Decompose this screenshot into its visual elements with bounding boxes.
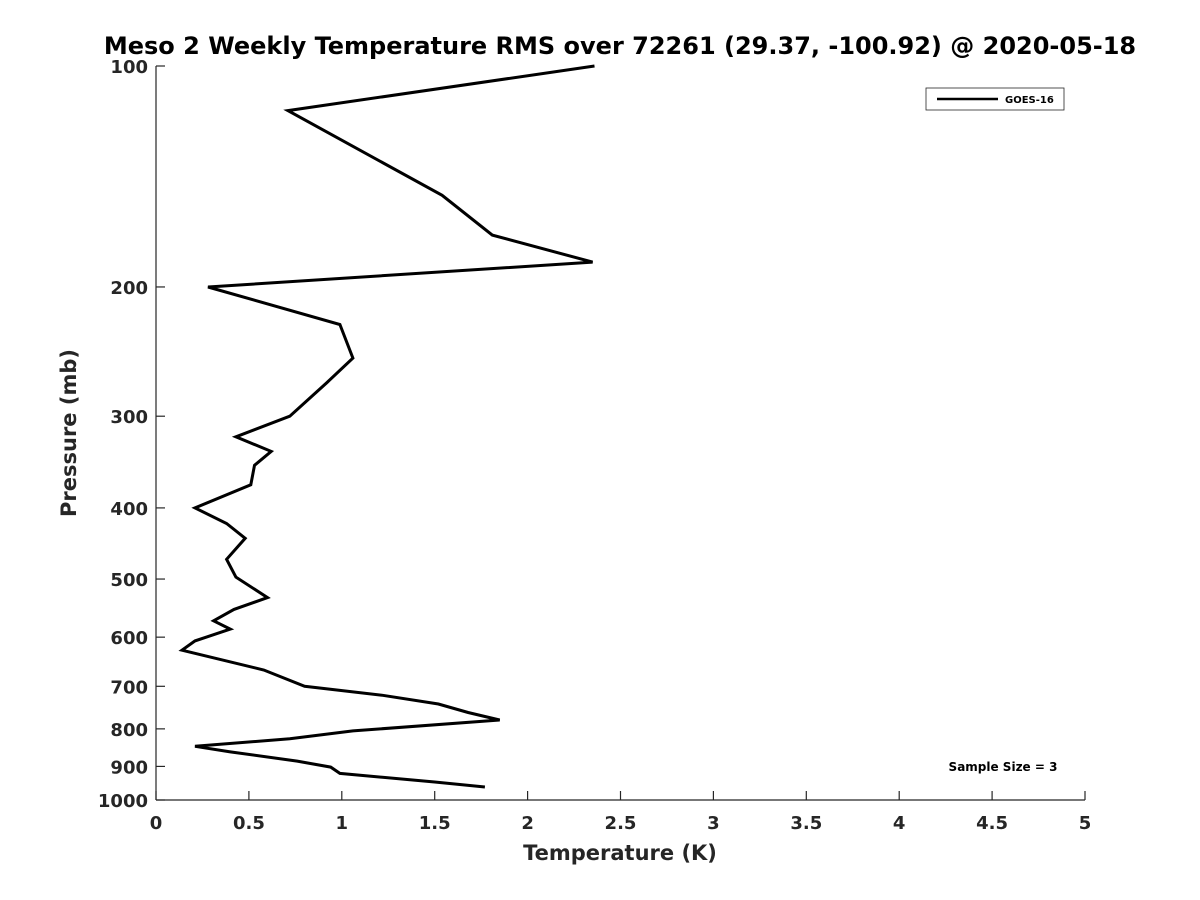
- y-axis-label: Pressure (mb): [57, 349, 81, 517]
- y-tick-label: 300: [110, 407, 148, 428]
- y-tick-label: 600: [110, 628, 148, 649]
- y-tick-label: 700: [110, 677, 148, 698]
- x-tick-label: 1: [336, 813, 349, 834]
- x-tick-label: 3: [707, 813, 720, 834]
- legend-label-goes-16: GOES-16: [1005, 95, 1054, 106]
- y-tick-label: 200: [110, 278, 148, 299]
- series-line-goes-16: [178, 64, 595, 789]
- y-tick-label: 800: [110, 720, 148, 741]
- x-ticks: 0 0.5 1 1.5 2 2.5 3 3.5 4 4.5 5: [150, 791, 1092, 834]
- x-tick-label: 3.5: [790, 813, 822, 834]
- x-tick-label: 2.5: [605, 813, 637, 834]
- y-ticks: 100 200 300 400 500 600 700 800 900 1000: [98, 57, 165, 812]
- x-tick-label: 1.5: [419, 813, 451, 834]
- x-tick-label: 5: [1079, 813, 1092, 834]
- legend: GOES-16: [925, 87, 1065, 111]
- y-tick-label: 900: [110, 757, 148, 778]
- y-tick-label: 500: [110, 570, 148, 591]
- x-axis-label: Temperature (K): [523, 841, 717, 865]
- x-tick-label: 0.5: [233, 813, 265, 834]
- y-tick-label: 1000: [98, 791, 148, 812]
- sample-size-annotation: Sample Size = 3: [949, 760, 1058, 774]
- x-tick-label: 2: [521, 813, 534, 834]
- y-tick-label: 100: [110, 57, 148, 78]
- x-tick-label: 4.5: [976, 813, 1008, 834]
- x-tick-label: 4: [893, 813, 906, 834]
- x-tick-label: 0: [150, 813, 163, 834]
- chart-title: Meso 2 Weekly Temperature RMS over 72261…: [104, 32, 1136, 60]
- series-group: [178, 64, 595, 789]
- y-tick-label: 400: [110, 499, 148, 520]
